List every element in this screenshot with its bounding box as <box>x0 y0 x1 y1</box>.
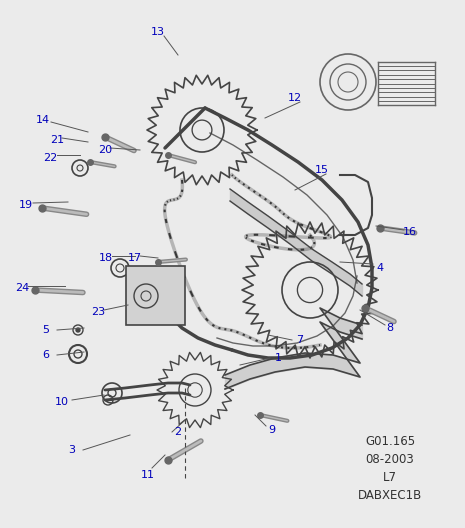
Circle shape <box>76 328 80 332</box>
Text: 15: 15 <box>315 165 329 175</box>
Text: 14: 14 <box>36 115 50 125</box>
Text: 9: 9 <box>268 425 276 435</box>
Text: 21: 21 <box>50 135 64 145</box>
Text: 1: 1 <box>274 353 281 363</box>
Text: G01.165: G01.165 <box>365 435 415 448</box>
Text: 17: 17 <box>128 253 142 263</box>
Text: 23: 23 <box>91 307 105 317</box>
Text: 20: 20 <box>98 145 112 155</box>
FancyBboxPatch shape <box>126 266 185 325</box>
Text: 5: 5 <box>42 325 49 335</box>
Text: 11: 11 <box>141 470 155 480</box>
Text: 24: 24 <box>15 283 29 293</box>
Text: 3: 3 <box>68 445 75 455</box>
Text: L7: L7 <box>383 471 397 484</box>
Text: 2: 2 <box>174 427 181 437</box>
Text: 19: 19 <box>19 200 33 210</box>
Text: 08-2003: 08-2003 <box>365 453 414 466</box>
Text: 8: 8 <box>386 323 393 333</box>
Text: 10: 10 <box>55 397 69 407</box>
Text: 12: 12 <box>288 93 302 103</box>
Text: 16: 16 <box>403 227 417 237</box>
Text: 7: 7 <box>297 335 304 345</box>
Text: DABXEC1B: DABXEC1B <box>358 489 422 502</box>
Text: 4: 4 <box>377 263 384 273</box>
Text: 13: 13 <box>151 27 165 37</box>
Text: 18: 18 <box>99 253 113 263</box>
Text: 22: 22 <box>43 153 57 163</box>
Text: 6: 6 <box>42 350 49 360</box>
